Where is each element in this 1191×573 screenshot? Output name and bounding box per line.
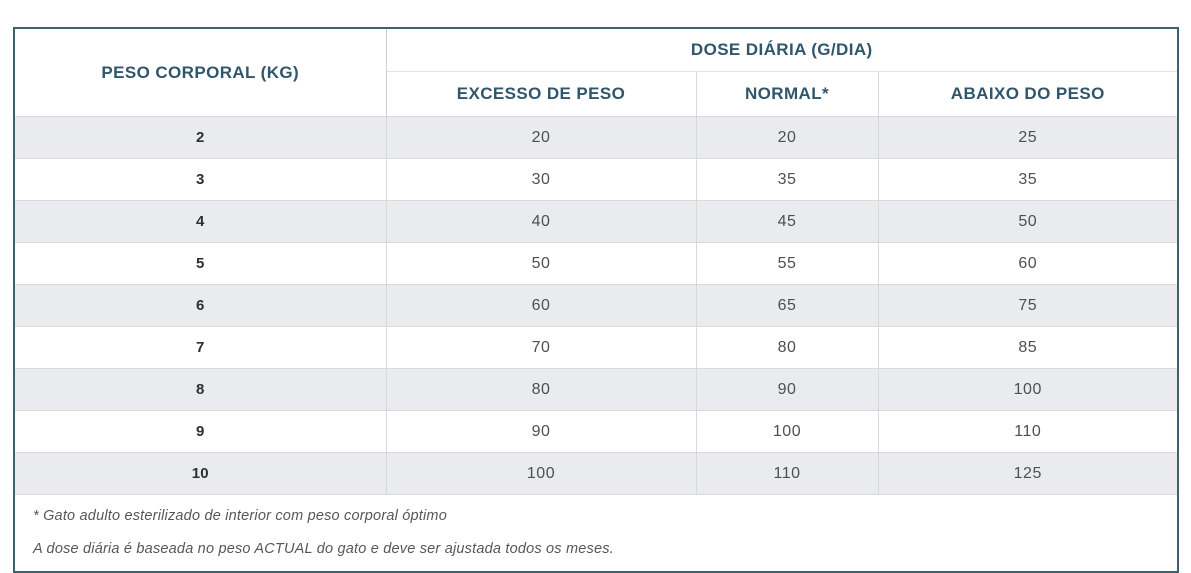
- excesso-cell: 70: [385, 326, 697, 369]
- excesso-cell: 20: [385, 116, 697, 159]
- peso-cell: 4: [13, 200, 387, 243]
- table-row: 9 90 100 110: [13, 410, 1179, 453]
- group-header-dose-diaria: DOSE DIÁRIA (G/DIA): [386, 28, 1178, 72]
- excesso-cell: 40: [385, 200, 697, 243]
- table-row: 4 40 45 50: [13, 200, 1179, 243]
- normal-cell: 35: [695, 158, 879, 201]
- table-row: 2 20 20 25: [13, 116, 1179, 159]
- peso-cell: 5: [13, 242, 387, 285]
- footnote-row: * Gato adulto esterilizado de interior c…: [14, 494, 1178, 572]
- normal-cell: 80: [695, 326, 879, 369]
- peso-cell: 3: [13, 158, 387, 201]
- excesso-cell: 60: [385, 284, 697, 327]
- abaixo-cell: 85: [877, 326, 1179, 369]
- header-row-group: PESO CORPORAL (KG) DOSE DIÁRIA (G/DIA): [14, 28, 1178, 117]
- excesso-cell: 100: [385, 452, 697, 495]
- table-row: 5 50 55 60: [13, 242, 1179, 285]
- column-header-normal: NORMAL*: [695, 71, 879, 117]
- table-row: 10 100 110 125: [13, 452, 1179, 495]
- excesso-cell: 30: [385, 158, 697, 201]
- table-body: 2 20 20 25 3 30 35 35 4 40 45 50: [13, 116, 1179, 495]
- abaixo-cell: 50: [877, 200, 1179, 243]
- abaixo-cell: 75: [877, 284, 1179, 327]
- normal-cell: 45: [695, 200, 879, 243]
- normal-cell: 55: [695, 242, 879, 285]
- column-header-excesso-de-peso: EXCESSO DE PESO: [385, 71, 697, 117]
- abaixo-cell: 60: [877, 242, 1179, 285]
- table-row: 3 30 35 35: [13, 158, 1179, 201]
- peso-cell: 8: [13, 368, 387, 411]
- normal-cell: 20: [695, 116, 879, 159]
- peso-cell: 7: [13, 326, 387, 369]
- dose-table-container: PESO CORPORAL (KG) DOSE DIÁRIA (G/DIA) E…: [13, 27, 1179, 573]
- abaixo-cell: 25: [877, 116, 1179, 159]
- excesso-cell: 90: [385, 410, 697, 453]
- peso-cell: 9: [13, 410, 387, 453]
- table-header: PESO CORPORAL (KG) DOSE DIÁRIA (G/DIA) E…: [14, 28, 1179, 117]
- table-footnotes: * Gato adulto esterilizado de interior c…: [14, 494, 1178, 572]
- normal-cell: 90: [695, 368, 879, 411]
- abaixo-cell: 110: [877, 410, 1179, 453]
- normal-cell: 100: [695, 410, 879, 453]
- peso-cell: 10: [13, 452, 387, 495]
- table-row: 7 70 80 85: [13, 326, 1179, 369]
- footnote-asterisk: * Gato adulto esterilizado de interior c…: [33, 508, 447, 524]
- abaixo-cell: 35: [877, 158, 1179, 201]
- footnote-cell: * Gato adulto esterilizado de interior c…: [14, 494, 1178, 572]
- excesso-cell: 50: [385, 242, 697, 285]
- column-header-peso-corporal: PESO CORPORAL (KG): [14, 28, 387, 117]
- abaixo-cell: 125: [877, 452, 1179, 495]
- table-row: 6 60 65 75: [13, 284, 1179, 327]
- normal-cell: 110: [695, 452, 879, 495]
- peso-cell: 2: [13, 116, 387, 159]
- normal-cell: 65: [695, 284, 879, 327]
- daily-dose-table: PESO CORPORAL (KG) DOSE DIÁRIA (G/DIA) E…: [13, 27, 1179, 573]
- excesso-cell: 80: [385, 368, 697, 411]
- peso-cell: 6: [13, 284, 387, 327]
- abaixo-cell: 100: [877, 368, 1179, 411]
- header-row-sub: EXCESSO DE PESO NORMAL* ABAIXO DO PESO: [14, 71, 1179, 117]
- table-row: 8 80 90 100: [13, 368, 1179, 411]
- footnote-dose-info: A dose diária é baseada no peso ACTUAL d…: [33, 541, 614, 557]
- column-header-abaixo-do-peso: ABAIXO DO PESO: [877, 71, 1179, 117]
